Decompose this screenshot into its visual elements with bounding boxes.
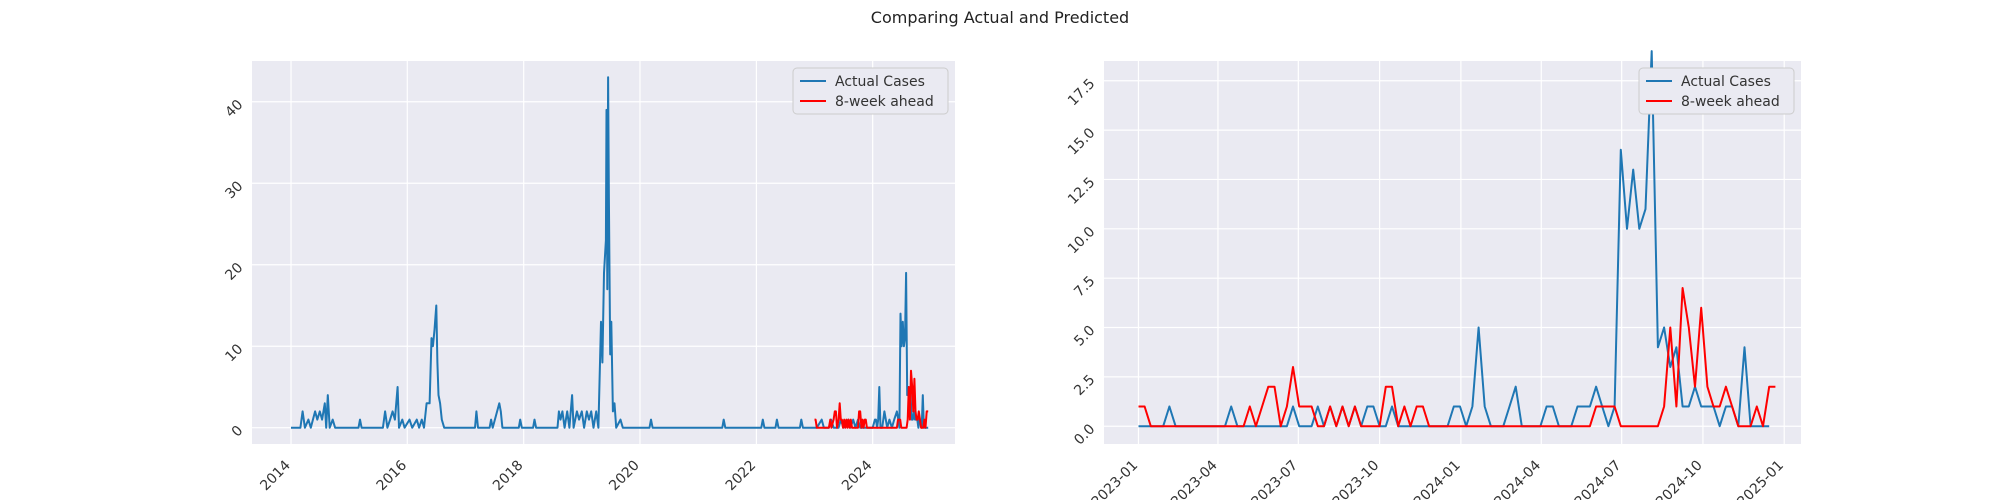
y-tick-label: 20 <box>222 260 246 284</box>
x-tick-label: 2023-01 <box>1089 458 1142 500</box>
y-tick-label: 0.0 <box>1071 421 1098 448</box>
y-tick-label: 7.5 <box>1071 273 1098 300</box>
plot-area <box>252 61 955 444</box>
plot-area <box>1104 61 1801 444</box>
legend-frame <box>792 67 949 115</box>
y-tick-label: 10.0 <box>1065 224 1098 257</box>
legend-label: 8-week ahead <box>835 94 934 110</box>
x-tick-label: 2014 <box>257 457 294 494</box>
series-line <box>1138 287 1776 428</box>
x-tick-label: 2024-07 <box>1572 458 1625 500</box>
x-tick-label: 2020 <box>606 458 643 495</box>
y-tick-label: 5.0 <box>1071 323 1098 350</box>
y-tick-label: 0 <box>229 423 247 441</box>
x-tick-label: 2023-10 <box>1330 458 1383 500</box>
y-tick-label: 12.5 <box>1065 175 1098 208</box>
legend: Actual Cases 8-week ahead <box>792 67 949 115</box>
x-tick-label: 2025-01 <box>1734 458 1787 500</box>
chart-right: 2023-01 2023-04 2023-07 2023-10 2024-01 2024-… <box>1065 50 1801 500</box>
y-tick-label: 30 <box>222 178 246 202</box>
series-line <box>814 369 929 429</box>
y-tick-label: 2.5 <box>1071 372 1098 399</box>
legend-label: Actual Cases <box>1681 74 1771 90</box>
x-tick-label: 2024-04 <box>1491 457 1544 500</box>
y-tick-label: 40 <box>222 97 246 121</box>
y-tick-label: 17.5 <box>1065 76 1098 109</box>
x-tick-label: 2016 <box>374 457 411 494</box>
y-tick-label: 10 <box>222 341 246 365</box>
y-tick-label: 15.0 <box>1065 125 1098 158</box>
legend-frame <box>1638 67 1795 115</box>
legend-label: 8-week ahead <box>1681 94 1780 110</box>
x-tick-label: 2024-01 <box>1411 458 1464 500</box>
legend: Actual Cases 8-week ahead <box>1638 67 1795 115</box>
figure-title: Comparing Actual and Predicted <box>870 8 1130 27</box>
x-tick-label: 2024-10 <box>1653 458 1706 500</box>
series-line <box>291 76 929 429</box>
x-tick-label: 2022 <box>723 458 760 495</box>
x-tick-label: 2024 <box>839 457 876 494</box>
legend-label: Actual Cases <box>835 74 925 90</box>
x-tick-label: 2023-07 <box>1248 458 1301 500</box>
x-tick-label: 2023-04 <box>1168 457 1221 500</box>
chart-left: 2014 2016 2018 2020 2022 2024 0 10 20 30 40 Actual … <box>222 61 955 495</box>
x-tick-label: 2018 <box>490 458 527 495</box>
